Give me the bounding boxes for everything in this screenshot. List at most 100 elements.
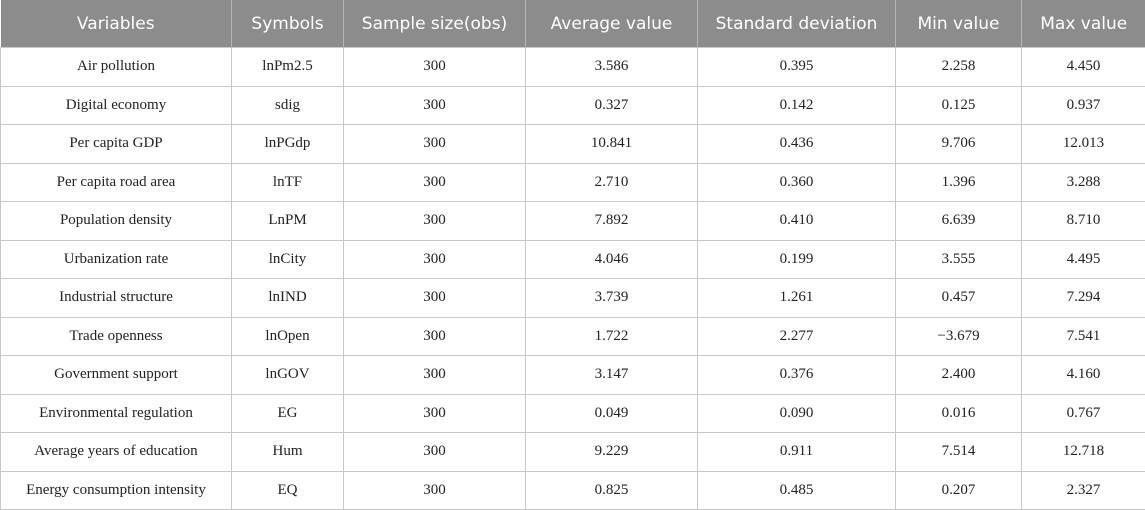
variable-name-cell: Urbanization rate: [0, 239, 232, 279]
table-cell: 300: [343, 124, 526, 164]
table-cell: 10.841: [525, 124, 698, 164]
table-row: Digital economy sdig 300 0.327 0.142 0.125 0.9…: [0, 85, 1145, 125]
variable-name-cell: Digital economy: [0, 85, 232, 125]
table-cell: 300: [343, 393, 526, 433]
table-cell: 0.376: [697, 355, 896, 395]
table-cell: 3.555: [895, 239, 1022, 279]
table-cell: 3.147: [525, 355, 698, 395]
table-cell: 300: [343, 278, 526, 318]
table-cell: sdig: [231, 85, 344, 125]
variable-name-cell: Per capita road area: [0, 162, 232, 202]
table-cell: 4.450: [1021, 47, 1145, 87]
table-cell: lnOpen: [231, 316, 344, 356]
table-cell: 1.396: [895, 162, 1022, 202]
table-cell: 2.710: [525, 162, 698, 202]
variable-name-cell: Air pollution: [0, 47, 232, 87]
table-cell: 0.142: [697, 85, 896, 125]
table-cell: Hum: [231, 432, 344, 472]
table-cell: lnTF: [231, 162, 344, 202]
variable-name-cell: Industrial structure: [0, 278, 232, 318]
table-cell: 300: [343, 432, 526, 472]
table-cell: 7.294: [1021, 278, 1145, 318]
table-cell: 0.125: [895, 85, 1022, 125]
table-cell: 300: [343, 239, 526, 279]
table-cell: 1.261: [697, 278, 896, 318]
table-cell: 0.937: [1021, 85, 1145, 125]
table-row: Industrial structure lnIND 300 3.739 1.261 0.…: [0, 278, 1145, 318]
table-cell: 3.586: [525, 47, 698, 87]
table-cell: 2.400: [895, 355, 1022, 395]
table-row: Energy consumption intensity EQ 300 0.825 0.…: [0, 470, 1145, 510]
column-header: Sample size(obs): [343, 0, 526, 48]
column-header: Standard deviation: [697, 0, 896, 48]
variable-name-cell: Per capita GDP: [0, 124, 232, 164]
table-cell: 2.277: [697, 316, 896, 356]
table-cell: 7.541: [1021, 316, 1145, 356]
table-cell: 0.410: [697, 201, 896, 241]
table-cell: 2.258: [895, 47, 1022, 87]
table-cell: 2.327: [1021, 470, 1145, 510]
table-cell: 0.485: [697, 470, 896, 510]
table-cell: lnGOV: [231, 355, 344, 395]
column-header: Max value: [1021, 0, 1145, 48]
column-header: Variables: [0, 0, 232, 48]
variable-name-cell: Energy consumption intensity: [0, 470, 232, 510]
variable-name-cell: Government support: [0, 355, 232, 395]
table-header-row: Variables Symbols Sample size(obs) Average …: [0, 0, 1145, 48]
table-body: Air pollution lnPm2.5 300 3.586 0.395 2.258 4.…: [0, 47, 1145, 510]
table-cell: 4.046: [525, 239, 698, 279]
table-cell: 9.229: [525, 432, 698, 472]
table-cell: 0.767: [1021, 393, 1145, 433]
table-cell: LnPM: [231, 201, 344, 241]
table-cell: 0.911: [697, 432, 896, 472]
table-cell: 0.090: [697, 393, 896, 433]
table-cell: lnPm2.5: [231, 47, 344, 87]
table-cell: 1.722: [525, 316, 698, 356]
table-cell: 8.710: [1021, 201, 1145, 241]
table-row: Per capita GDP lnPGdp 300 10.841 0.436 9.706 1…: [0, 124, 1145, 164]
table-cell: 9.706: [895, 124, 1022, 164]
variable-name-cell: Average years of education: [0, 432, 232, 472]
table-cell: lnPGdp: [231, 124, 344, 164]
variable-name-cell: Environmental regulation: [0, 393, 232, 433]
column-header: Min value: [895, 0, 1022, 48]
table-cell: 300: [343, 316, 526, 356]
table-row: Urbanization rate lnCity 300 4.046 0.199 3.55…: [0, 239, 1145, 279]
table-cell: 12.013: [1021, 124, 1145, 164]
table-row: Per capita road area lnTF 300 2.710 0.360 1.3…: [0, 162, 1145, 202]
table-cell: 3.288: [1021, 162, 1145, 202]
column-header: Average value: [525, 0, 698, 48]
table-cell: 7.892: [525, 201, 698, 241]
table-cell: 4.160: [1021, 355, 1145, 395]
table-cell: 0.207: [895, 470, 1022, 510]
table-row: Average years of education Hum 300 9.229 0.9…: [0, 432, 1145, 472]
table-cell: 7.514: [895, 432, 1022, 472]
table-cell: 0.457: [895, 278, 1022, 318]
table-row: Trade openness lnOpen 300 1.722 2.277 −3.679 7…: [0, 316, 1145, 356]
table-cell: lnCity: [231, 239, 344, 279]
table-cell: EQ: [231, 470, 344, 510]
table-cell: 0.016: [895, 393, 1022, 433]
table-cell: 4.495: [1021, 239, 1145, 279]
table-cell: 0.436: [697, 124, 896, 164]
table-row: Environmental regulation EG 300 0.049 0.090 0…: [0, 393, 1145, 433]
table-row: Air pollution lnPm2.5 300 3.586 0.395 2.258 4.…: [0, 47, 1145, 87]
table-cell: EG: [231, 393, 344, 433]
table-cell: 0.199: [697, 239, 896, 279]
table-cell: 0.825: [525, 470, 698, 510]
table-cell: 300: [343, 201, 526, 241]
table-cell: 0.049: [525, 393, 698, 433]
table-cell: 300: [343, 470, 526, 510]
table-cell: 3.739: [525, 278, 698, 318]
variable-name-cell: Trade openness: [0, 316, 232, 356]
table-cell: 12.718: [1021, 432, 1145, 472]
table-cell: 6.639: [895, 201, 1022, 241]
table-cell: 300: [343, 85, 526, 125]
table-cell: lnIND: [231, 278, 344, 318]
table-row: Government support lnGOV 300 3.147 0.376 2.40…: [0, 355, 1145, 395]
table-cell: 0.395: [697, 47, 896, 87]
variable-name-cell: Population density: [0, 201, 232, 241]
column-header: Symbols: [231, 0, 344, 48]
table-cell: −3.679: [895, 316, 1022, 356]
